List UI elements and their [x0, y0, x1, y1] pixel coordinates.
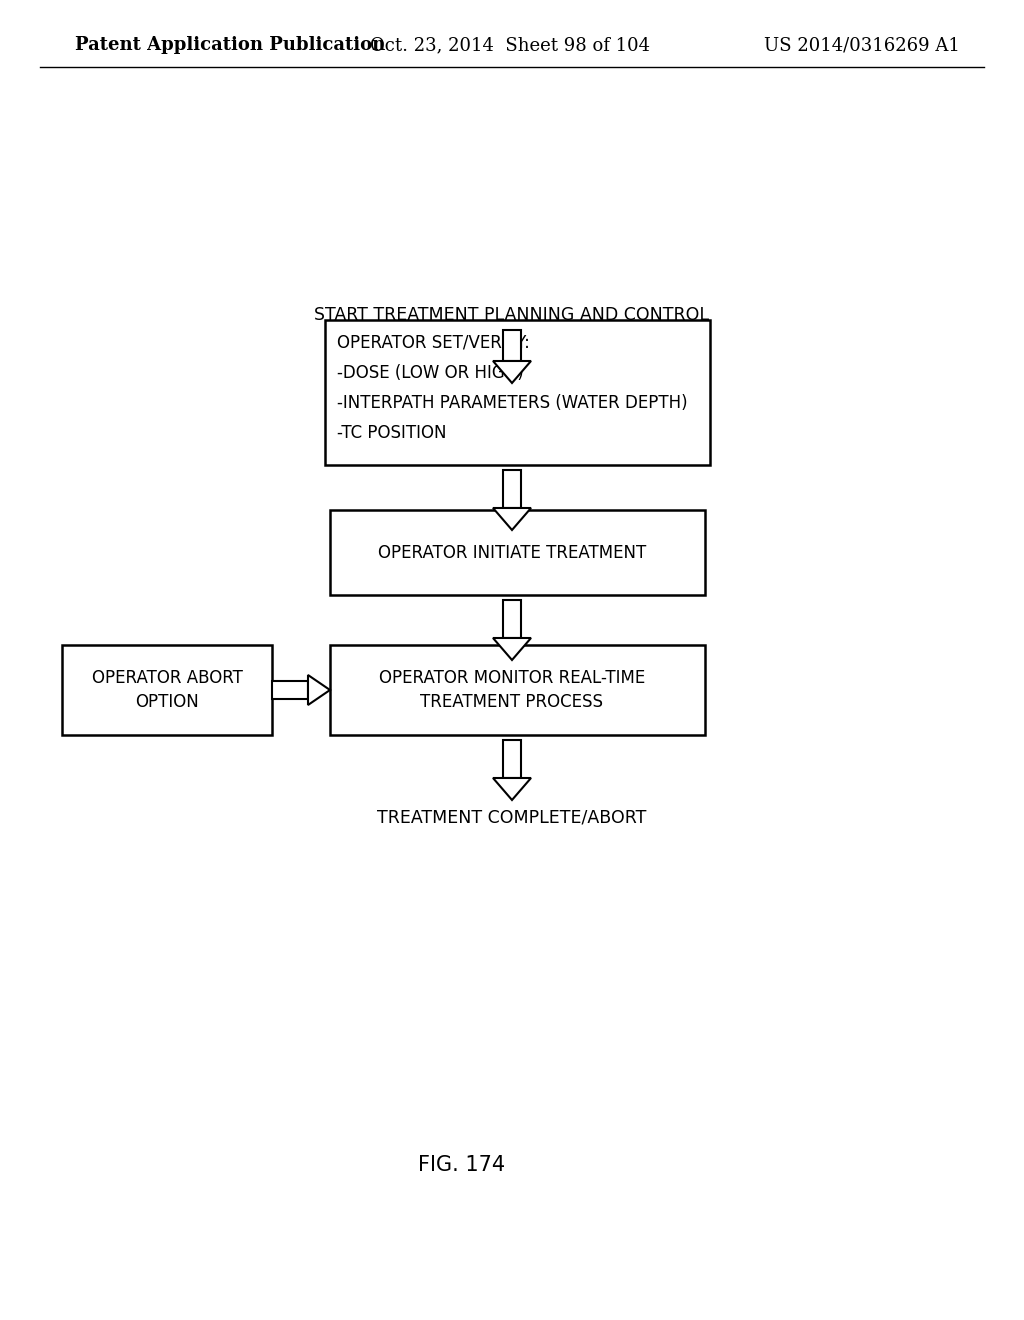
Text: OPERATOR MONITOR REAL-TIME
TREATMENT PROCESS: OPERATOR MONITOR REAL-TIME TREATMENT PRO… [379, 669, 645, 710]
Text: Patent Application Publication: Patent Application Publication [75, 36, 385, 54]
Text: TREATMENT COMPLETE/ABORT: TREATMENT COMPLETE/ABORT [377, 808, 647, 826]
Text: US 2014/0316269 A1: US 2014/0316269 A1 [764, 36, 961, 54]
Polygon shape [493, 360, 531, 383]
Polygon shape [493, 638, 531, 660]
Polygon shape [493, 777, 531, 800]
Bar [503, 741, 521, 777]
Text: OPERATOR SET/VERIFY:: OPERATOR SET/VERIFY: [337, 334, 529, 351]
Text: FIG. 174: FIG. 174 [419, 1155, 506, 1175]
Bar [503, 470, 521, 508]
Text: -TC POSITION: -TC POSITION [337, 424, 446, 442]
Bar [330, 510, 705, 595]
Bar [272, 681, 308, 700]
Polygon shape [493, 508, 531, 531]
Text: OPERATOR INITIATE TREATMENT: OPERATOR INITIATE TREATMENT [378, 544, 646, 561]
Text: Oct. 23, 2014  Sheet 98 of 104: Oct. 23, 2014 Sheet 98 of 104 [370, 36, 650, 54]
Bar [325, 319, 710, 465]
Polygon shape [308, 675, 330, 705]
Text: -DOSE (LOW OR HIGH): -DOSE (LOW OR HIGH) [337, 364, 523, 381]
Text: START TREATMENT PLANNING AND CONTROL: START TREATMENT PLANNING AND CONTROL [314, 306, 710, 323]
Bar [503, 330, 521, 360]
Bar [330, 645, 705, 735]
Text: OPERATOR ABORT
OPTION: OPERATOR ABORT OPTION [91, 669, 243, 710]
Bar [62, 645, 272, 735]
Text: -INTERPATH PARAMETERS (WATER DEPTH): -INTERPATH PARAMETERS (WATER DEPTH) [337, 395, 688, 412]
Bar [503, 601, 521, 638]
